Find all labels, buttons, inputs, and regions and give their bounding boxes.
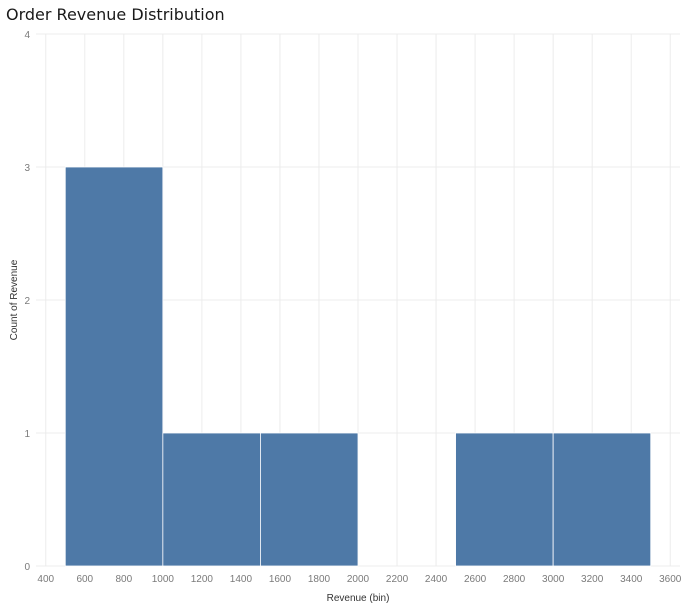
- chart-title: Order Revenue Distribution: [6, 5, 225, 24]
- histogram-bars: [64, 166, 652, 567]
- x-tick-label: 3000: [542, 574, 565, 585]
- x-tick-label: 2000: [347, 574, 370, 585]
- x-tick-label: 3200: [581, 574, 604, 585]
- x-tick-label: 1400: [230, 574, 253, 585]
- x-tick-label: 2200: [386, 574, 409, 585]
- histogram-bar: [260, 432, 359, 567]
- histogram-bar: [162, 432, 261, 567]
- x-tick-label: 1200: [191, 574, 214, 585]
- x-tick-label: 3400: [620, 574, 643, 585]
- histogram-bar: [455, 432, 554, 567]
- x-tick-label: 2600: [464, 574, 487, 585]
- x-tick-label: 2400: [425, 574, 448, 585]
- x-axis-ticks: 400 600 800 1000 1200 1400 1600 1800 2000 2200 240…: [37, 574, 681, 585]
- x-tick-label: 1800: [308, 574, 331, 585]
- y-axis-ticks: 0 1 2 3 4: [24, 30, 30, 573]
- histogram-bar: [552, 432, 652, 567]
- y-tick-label: 1: [24, 429, 30, 440]
- x-tick-label: 400: [37, 574, 54, 585]
- x-tick-label: 600: [76, 574, 93, 585]
- x-tick-label: 3600: [659, 574, 682, 585]
- x-tick-label: 1000: [152, 574, 175, 585]
- y-tick-label: 3: [24, 163, 30, 174]
- x-tick-label: 800: [115, 574, 132, 585]
- y-tick-label: 4: [24, 30, 30, 41]
- x-tick-label: 2800: [503, 574, 526, 585]
- histogram-bar: [64, 166, 164, 567]
- y-tick-label: 0: [24, 562, 30, 573]
- y-tick-label: 2: [24, 296, 30, 307]
- x-axis-label: Revenue (bin): [327, 593, 390, 604]
- y-axis-label: Count of Revenue: [9, 259, 20, 340]
- x-tick-label: 1600: [269, 574, 292, 585]
